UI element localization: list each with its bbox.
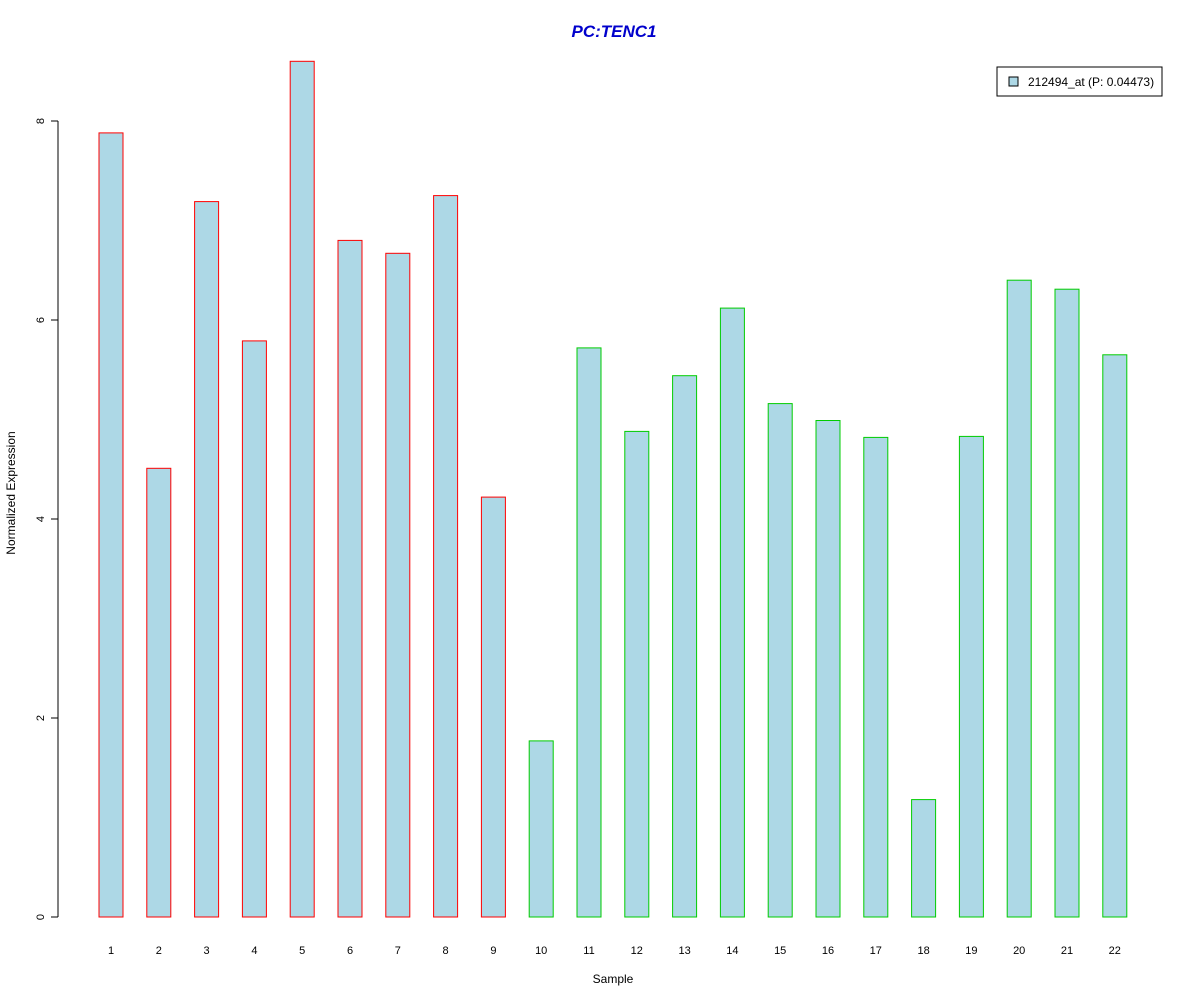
- y-tick-label: 4: [35, 516, 47, 522]
- x-tick-label: 5: [299, 945, 305, 957]
- x-axis-label: Sample: [593, 972, 634, 986]
- x-tick-labels: 1 2 3 4 5 6 7 8 9 10 11 12 13 14 15 16 17 18 19 20 21 22: [108, 945, 1121, 957]
- bar: [958, 435, 984, 918]
- bar: [624, 430, 650, 918]
- x-tick-label: 21: [1061, 945, 1073, 957]
- y-tick-label: 8: [35, 118, 47, 124]
- x-tick-label: 16: [822, 945, 834, 957]
- bar: [337, 239, 363, 918]
- bar: [98, 132, 124, 918]
- x-tick-label: 18: [917, 945, 929, 957]
- bar: [385, 252, 411, 918]
- x-tick-label: 1: [108, 945, 114, 957]
- x-tick-label: 20: [1013, 945, 1025, 957]
- x-tick-label: 19: [965, 945, 977, 957]
- x-tick-label: 14: [726, 945, 738, 957]
- x-tick-label: 2: [156, 945, 162, 957]
- bar: [194, 201, 220, 918]
- x-tick-label: 13: [678, 945, 690, 957]
- x-tick-label: 10: [535, 945, 547, 957]
- x-tick-label: 11: [583, 945, 594, 957]
- legend-swatch: [1008, 76, 1019, 87]
- bar: [1102, 354, 1128, 918]
- bar: [1006, 279, 1032, 918]
- x-tick-label: 8: [443, 945, 449, 957]
- bar: [719, 307, 745, 918]
- legend-box: [996, 66, 1163, 97]
- bar: [528, 740, 554, 918]
- bar: [433, 195, 459, 918]
- y-tick-label: 6: [35, 317, 47, 323]
- bar: [863, 436, 889, 918]
- bar: [146, 467, 172, 918]
- bar: [767, 403, 793, 918]
- y-axis: 0 2 4 6 8: [35, 118, 59, 920]
- bar: [1054, 288, 1080, 918]
- bars: [98, 60, 1128, 918]
- x-tick-label: 6: [347, 945, 353, 957]
- x-tick-label: 7: [395, 945, 401, 957]
- x-tick-label: 9: [490, 945, 496, 957]
- y-axis-label: Normalized Expression: [4, 431, 18, 554]
- bar: [480, 496, 506, 918]
- bar: [815, 420, 841, 918]
- bar: [241, 340, 267, 918]
- chart-title: PC:TENC1: [571, 22, 656, 41]
- legend: 212494_at (P: 0.04473): [996, 66, 1163, 97]
- x-tick-label: 22: [1109, 945, 1121, 957]
- x-tick-label: 15: [774, 945, 786, 957]
- legend-label: 212494_at (P: 0.04473): [1028, 75, 1154, 89]
- y-tick-label: 0: [35, 914, 47, 920]
- bar: [672, 375, 698, 918]
- x-tick-label: 4: [251, 945, 257, 957]
- bar: [576, 347, 602, 918]
- x-tick-label: 3: [204, 945, 210, 957]
- x-tick-label: 17: [870, 945, 882, 957]
- bar: [289, 60, 315, 918]
- x-tick-label: 12: [631, 945, 643, 957]
- y-tick-label: 2: [35, 715, 47, 721]
- bar: [911, 799, 937, 918]
